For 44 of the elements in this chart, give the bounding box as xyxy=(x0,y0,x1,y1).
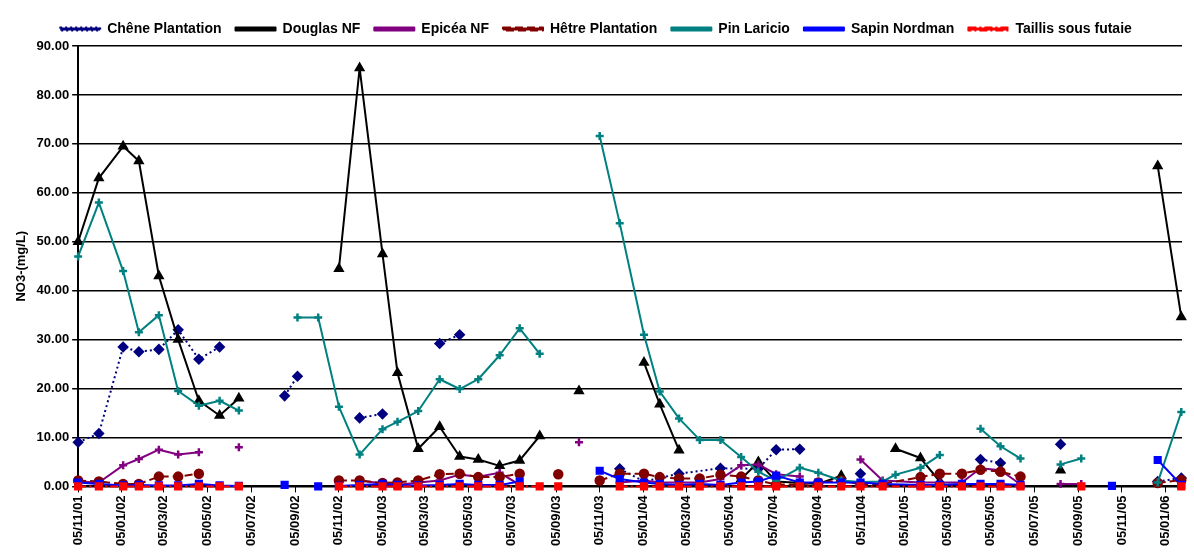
legend-label: Sapin Nordman xyxy=(850,19,955,36)
legend-label: Chêne Plantation xyxy=(107,19,222,36)
x-tick-label: 05/05/04 xyxy=(721,494,737,547)
y-tick-label: 50.00 xyxy=(36,233,70,249)
x-tick-label: 05/03/04 xyxy=(677,494,693,547)
x-tick-label: 05/01/05 xyxy=(896,495,912,547)
y-tick-label: 40.00 xyxy=(36,282,70,298)
x-tick-label: 05/11/03 xyxy=(591,495,607,546)
x-tick-label: 05/07/04 xyxy=(764,494,780,547)
x-tick-label: 05/01/02 xyxy=(113,495,129,547)
x-tick-label: 05/09/05 xyxy=(1069,495,1085,547)
y-tick-label: 0.00 xyxy=(43,477,70,493)
y-tick-label: 20.00 xyxy=(36,380,70,396)
x-tick-label: 05/09/02 xyxy=(286,495,302,547)
y-tick-label: 90.00 xyxy=(36,37,70,53)
x-tick-label: 05/07/05 xyxy=(1025,495,1041,547)
x-tick-label: 05/09/04 xyxy=(809,494,825,547)
legend-label: Pin Laricio xyxy=(718,19,790,36)
legend-label: Hêtre Plantation xyxy=(550,19,658,36)
x-tick-label: 05/03/03 xyxy=(416,495,432,547)
y-tick-label: 80.00 xyxy=(36,86,70,102)
x-tick-label: 05/11/02 xyxy=(330,495,346,546)
y-tick-label: 60.00 xyxy=(36,184,70,200)
y-axis-title: NO3-(mg/L) xyxy=(13,230,29,302)
x-tick-label: 05/05/02 xyxy=(199,495,215,547)
x-tick-label: 05/11/05 xyxy=(1113,495,1129,546)
x-tick-label: 05/05/05 xyxy=(982,495,998,547)
x-tick-label: 05/03/02 xyxy=(155,495,171,547)
legend-label: Taillis sous futaie xyxy=(1015,19,1133,36)
legend-label: Douglas NF xyxy=(282,19,361,36)
x-tick-label: 05/01/06 xyxy=(1157,495,1173,547)
y-tick-label: 70.00 xyxy=(36,135,70,151)
x-tick-label: 05/01/04 xyxy=(634,494,650,547)
x-tick-label: 05/07/02 xyxy=(242,495,258,547)
x-tick-label: 05/11/01 xyxy=(69,495,85,546)
x-tick-label: 05/07/03 xyxy=(503,495,519,547)
x-tick-label: 05/03/05 xyxy=(938,495,954,547)
x-tick-label: 05/01/03 xyxy=(374,495,390,547)
x-tick-label: 05/05/03 xyxy=(459,495,475,547)
y-tick-label: 30.00 xyxy=(36,331,70,347)
x-tick-label: 05/11/04 xyxy=(852,494,868,546)
y-tick-label: 10.00 xyxy=(36,429,70,445)
x-tick-label: 05/09/03 xyxy=(547,495,563,547)
legend-label: Epicéa NF xyxy=(421,19,490,36)
